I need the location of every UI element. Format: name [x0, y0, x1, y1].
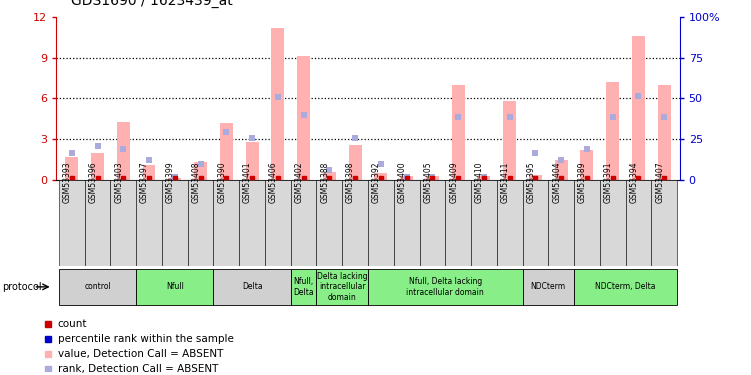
Bar: [59, 180, 85, 266]
Bar: [91, 153, 104, 180]
Text: GSM53392: GSM53392: [372, 162, 381, 203]
Text: value, Detection Call = ABSENT: value, Detection Call = ABSENT: [58, 349, 223, 359]
Text: GSM53404: GSM53404: [552, 162, 561, 203]
Text: GSM53388: GSM53388: [321, 162, 330, 203]
Bar: [503, 101, 516, 180]
Bar: [451, 85, 465, 180]
Bar: [348, 145, 361, 180]
Bar: [523, 269, 574, 305]
Bar: [194, 162, 207, 180]
Bar: [478, 176, 490, 180]
Bar: [291, 269, 316, 305]
Bar: [375, 173, 388, 180]
Text: count: count: [58, 319, 87, 328]
Bar: [168, 178, 181, 180]
Bar: [581, 150, 593, 180]
Bar: [342, 180, 368, 266]
Text: GSM53410: GSM53410: [475, 162, 484, 203]
Bar: [471, 180, 496, 266]
Text: GSM53402: GSM53402: [294, 162, 303, 203]
Bar: [529, 175, 542, 180]
Text: GSM53395: GSM53395: [526, 162, 535, 203]
Text: GSM53400: GSM53400: [397, 162, 406, 203]
Bar: [574, 180, 600, 266]
Text: GSM53393: GSM53393: [63, 162, 72, 203]
Text: percentile rank within the sample: percentile rank within the sample: [58, 334, 234, 344]
Bar: [162, 180, 188, 266]
Bar: [271, 28, 285, 180]
Text: protocol: protocol: [2, 282, 42, 292]
Text: GDS1690 / 1623439_at: GDS1690 / 1623439_at: [71, 0, 233, 8]
Bar: [291, 180, 316, 266]
Bar: [246, 142, 258, 180]
Text: control: control: [84, 282, 111, 291]
Bar: [651, 180, 677, 266]
Bar: [445, 180, 471, 266]
Text: GSM53407: GSM53407: [655, 162, 664, 203]
Bar: [265, 180, 291, 266]
Bar: [117, 122, 130, 180]
Bar: [632, 36, 645, 180]
Text: GSM53411: GSM53411: [501, 162, 510, 203]
Text: GSM53390: GSM53390: [217, 162, 226, 203]
Text: NDCterm: NDCterm: [531, 282, 566, 291]
Text: Delta: Delta: [242, 282, 262, 291]
Text: GSM53396: GSM53396: [89, 162, 98, 203]
Bar: [240, 180, 265, 266]
Bar: [297, 56, 310, 180]
Text: GSM53398: GSM53398: [346, 162, 355, 203]
Text: GSM53397: GSM53397: [140, 162, 149, 203]
Text: GSM53391: GSM53391: [604, 162, 613, 203]
Bar: [555, 160, 568, 180]
Bar: [85, 180, 110, 266]
Text: GSM53409: GSM53409: [449, 162, 458, 203]
Bar: [523, 180, 548, 266]
Bar: [626, 180, 651, 266]
Bar: [600, 180, 626, 266]
Bar: [548, 180, 574, 266]
Text: GSM53394: GSM53394: [629, 162, 638, 203]
Text: Nfull: Nfull: [166, 282, 184, 291]
Bar: [220, 123, 233, 180]
Bar: [136, 269, 213, 305]
Bar: [136, 180, 162, 266]
Bar: [110, 180, 136, 266]
Bar: [368, 180, 394, 266]
Text: GSM53403: GSM53403: [114, 162, 123, 203]
Text: GSM53389: GSM53389: [578, 162, 587, 203]
Bar: [420, 180, 445, 266]
Bar: [316, 269, 368, 305]
Bar: [316, 180, 342, 266]
Text: Nfull,
Delta: Nfull, Delta: [294, 277, 314, 297]
Bar: [368, 269, 523, 305]
Bar: [213, 180, 240, 266]
Text: rank, Detection Call = ABSENT: rank, Detection Call = ABSENT: [58, 364, 218, 374]
Text: GSM53405: GSM53405: [424, 162, 433, 203]
Bar: [143, 165, 155, 180]
Bar: [496, 180, 523, 266]
Bar: [574, 269, 677, 305]
Bar: [606, 82, 619, 180]
Bar: [65, 157, 78, 180]
Text: Delta lacking
intracellular
domain: Delta lacking intracellular domain: [317, 272, 367, 302]
Bar: [426, 176, 439, 180]
Text: GSM53401: GSM53401: [243, 162, 252, 203]
Bar: [400, 176, 413, 180]
Text: GSM53406: GSM53406: [269, 162, 278, 203]
Bar: [213, 269, 291, 305]
Bar: [59, 269, 136, 305]
Bar: [323, 172, 336, 180]
Bar: [658, 85, 671, 180]
Text: GSM53399: GSM53399: [166, 162, 175, 203]
Text: GSM53408: GSM53408: [192, 162, 201, 203]
Bar: [394, 180, 420, 266]
Text: Nfull, Delta lacking
intracellular domain: Nfull, Delta lacking intracellular domai…: [406, 277, 484, 297]
Text: NDCterm, Delta: NDCterm, Delta: [596, 282, 656, 291]
Bar: [188, 180, 213, 266]
